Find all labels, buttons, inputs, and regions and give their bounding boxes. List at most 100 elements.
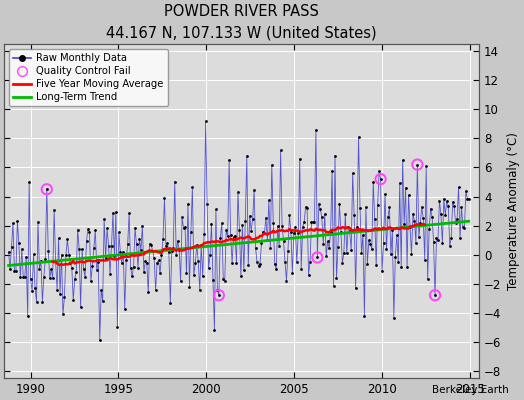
- Point: [90, 245, 98, 251]
- Point: [41, 256, 50, 262]
- Point: [137, 247, 145, 253]
- Point: [403, 264, 411, 270]
- Point: [104, 243, 113, 249]
- Point: [300, 218, 308, 225]
- Point: [212, 206, 220, 213]
- Point: [334, 244, 342, 250]
- Point: [109, 210, 117, 216]
- Point: [28, 288, 36, 294]
- Point: [353, 224, 361, 230]
- Point: [156, 270, 164, 276]
- Point: [340, 250, 348, 256]
- Point: [457, 204, 466, 210]
- Point: [465, 196, 473, 202]
- Point: [32, 298, 41, 305]
- Point: [362, 204, 370, 210]
- Point: [16, 274, 25, 280]
- Point: [409, 211, 417, 217]
- Point: [138, 223, 147, 229]
- Point: [77, 304, 85, 310]
- Point: [460, 224, 468, 231]
- Point: [400, 221, 408, 227]
- Point: [299, 224, 307, 230]
- Point: [97, 286, 105, 293]
- Point: [163, 240, 171, 246]
- Point: [18, 246, 26, 252]
- Point: [165, 249, 173, 255]
- Point: [210, 327, 219, 333]
- Point: [325, 245, 333, 251]
- Point: [383, 246, 391, 252]
- Point: [86, 278, 95, 284]
- Point: [144, 289, 152, 296]
- Point: [456, 235, 464, 242]
- Point: [290, 230, 298, 236]
- Point: [107, 242, 116, 249]
- Point: [146, 240, 154, 247]
- Point: [160, 195, 169, 202]
- Point: [323, 238, 332, 244]
- Point: [178, 214, 186, 220]
- Point: [462, 188, 470, 194]
- Point: [297, 266, 305, 272]
- Point: [81, 274, 89, 280]
- Point: [248, 216, 257, 222]
- Point: [222, 227, 231, 233]
- Point: [360, 312, 368, 319]
- Point: [64, 252, 73, 258]
- Point: [391, 253, 399, 260]
- Point: [278, 223, 286, 229]
- Point: [31, 285, 39, 291]
- Point: [93, 267, 101, 274]
- Point: [253, 259, 261, 266]
- Point: [197, 242, 205, 248]
- Point: [125, 210, 133, 216]
- Point: [19, 274, 27, 280]
- Point: [143, 260, 151, 266]
- Point: [84, 226, 92, 233]
- Point: [414, 234, 423, 240]
- Point: [313, 254, 322, 261]
- Point: [450, 202, 458, 209]
- Point: [443, 198, 451, 204]
- Point: [363, 261, 372, 267]
- Point: [204, 265, 213, 271]
- Point: [4, 248, 13, 255]
- Point: [413, 161, 422, 168]
- Point: [272, 266, 280, 272]
- Point: [190, 272, 198, 278]
- Point: [88, 263, 96, 269]
- Point: [148, 248, 157, 255]
- Point: [243, 153, 251, 159]
- Point: [359, 231, 367, 238]
- Point: [235, 227, 244, 234]
- Point: [284, 248, 292, 254]
- Point: [330, 282, 338, 289]
- Point: [141, 258, 149, 264]
- Point: [135, 236, 144, 242]
- Point: [453, 216, 461, 222]
- Point: [347, 247, 355, 254]
- Point: [265, 197, 273, 204]
- Point: [238, 222, 247, 228]
- Point: [193, 242, 201, 248]
- Point: [436, 211, 445, 217]
- Point: [422, 163, 430, 170]
- Point: [172, 252, 180, 258]
- Point: [296, 156, 304, 162]
- Point: [230, 234, 238, 241]
- Point: [208, 220, 216, 227]
- Point: [318, 214, 326, 220]
- Point: [126, 265, 135, 271]
- Point: [69, 297, 78, 303]
- Point: [365, 237, 373, 243]
- Point: [72, 268, 80, 275]
- Point: [401, 184, 410, 191]
- Point: [182, 270, 191, 277]
- Point: [357, 250, 366, 256]
- Point: [459, 224, 467, 230]
- Point: [24, 313, 32, 320]
- Point: [128, 273, 136, 279]
- Point: [396, 180, 404, 186]
- Point: [385, 204, 394, 211]
